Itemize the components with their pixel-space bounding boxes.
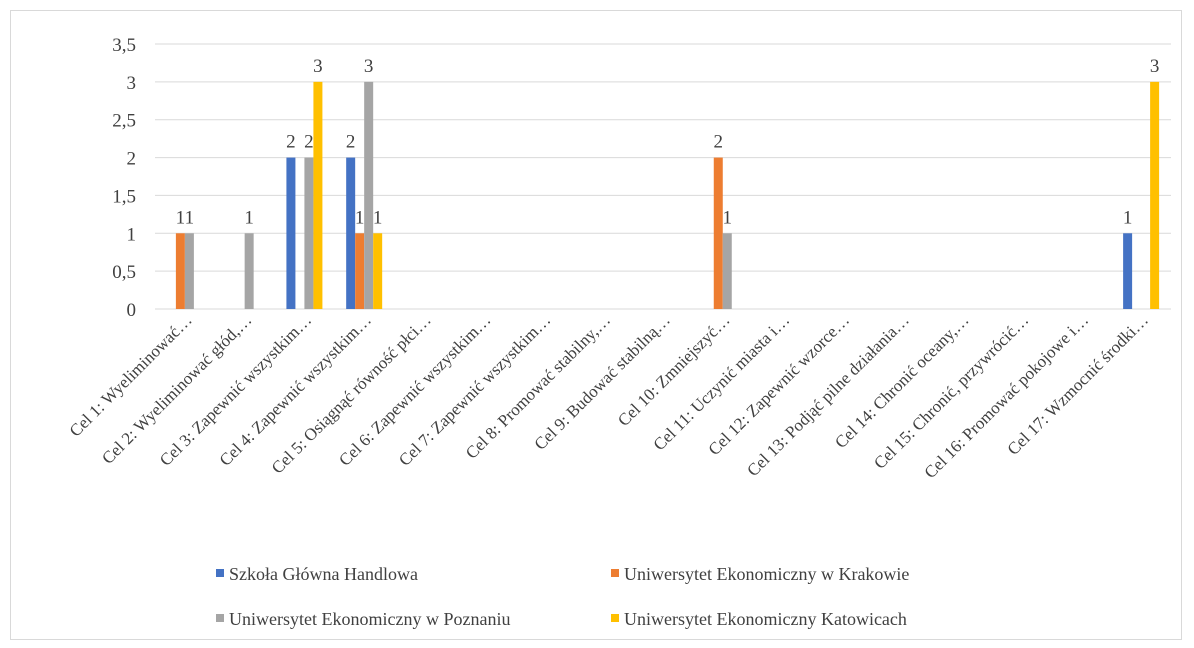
data-label: 1 (355, 207, 365, 228)
legend-swatch (216, 614, 224, 622)
bars (175, 81, 1160, 309)
bar (313, 81, 323, 309)
y-tick-label: 2,5 (112, 111, 136, 132)
bar (304, 157, 314, 309)
x-category-label: Cel 10: Zmniejszyć… (614, 310, 734, 430)
legend-label: Uniwersytet Ekonomiczny w Krakowie (624, 564, 909, 584)
bar (713, 157, 723, 309)
bar (722, 233, 732, 309)
bar (355, 233, 365, 309)
gridlines (155, 43, 1171, 310)
y-tick-label: 3 (127, 73, 137, 94)
bar (286, 157, 296, 309)
data-label: 1 (176, 207, 186, 228)
bar (175, 233, 185, 309)
bar (1123, 233, 1133, 309)
data-label: 3 (1150, 56, 1160, 77)
y-tick-label: 2 (127, 149, 137, 170)
bar (364, 81, 374, 309)
x-axis-categories: Cel 1: Wyeliminować…Cel 2: Wyeliminować … (66, 310, 1152, 482)
y-tick-label: 0,5 (112, 262, 136, 283)
data-label: 3 (364, 56, 374, 77)
legend-swatch (611, 569, 619, 577)
data-label: 2 (714, 132, 724, 153)
y-tick-label: 3,5 (112, 35, 136, 56)
data-label: 2 (286, 132, 296, 153)
legend-label: Uniwersytet Ekonomiczny w Poznaniu (229, 609, 510, 629)
data-label: 1 (373, 207, 383, 228)
data-label: 2 (304, 132, 314, 153)
legend: Szkoła Główna Handlowa Uniwersytet Ekonom… (216, 564, 909, 629)
data-label: 1 (185, 207, 195, 228)
data-label: 1 (1123, 207, 1133, 228)
data-label: 3 (313, 56, 323, 77)
y-tick-label: 1 (127, 224, 137, 245)
data-label: 1 (723, 207, 733, 228)
y-tick-label: 1,5 (112, 186, 136, 207)
bar (346, 157, 356, 309)
bar (373, 233, 383, 309)
y-axis-ticks: 0 0,5 1 1,5 2 2,5 3 3,5 (112, 35, 136, 321)
bar (1150, 81, 1160, 309)
data-label: 1 (244, 207, 254, 228)
legend-label: Uniwersytet Ekonomiczny Katowicach (624, 609, 907, 629)
bar (244, 233, 254, 309)
data-label: 2 (346, 132, 356, 153)
legend-swatch (611, 614, 619, 622)
y-tick-label: 0 (127, 300, 137, 321)
legend-label: Szkoła Główna Handlowa (229, 564, 418, 584)
legend-swatch (216, 569, 224, 577)
bar (184, 233, 194, 309)
